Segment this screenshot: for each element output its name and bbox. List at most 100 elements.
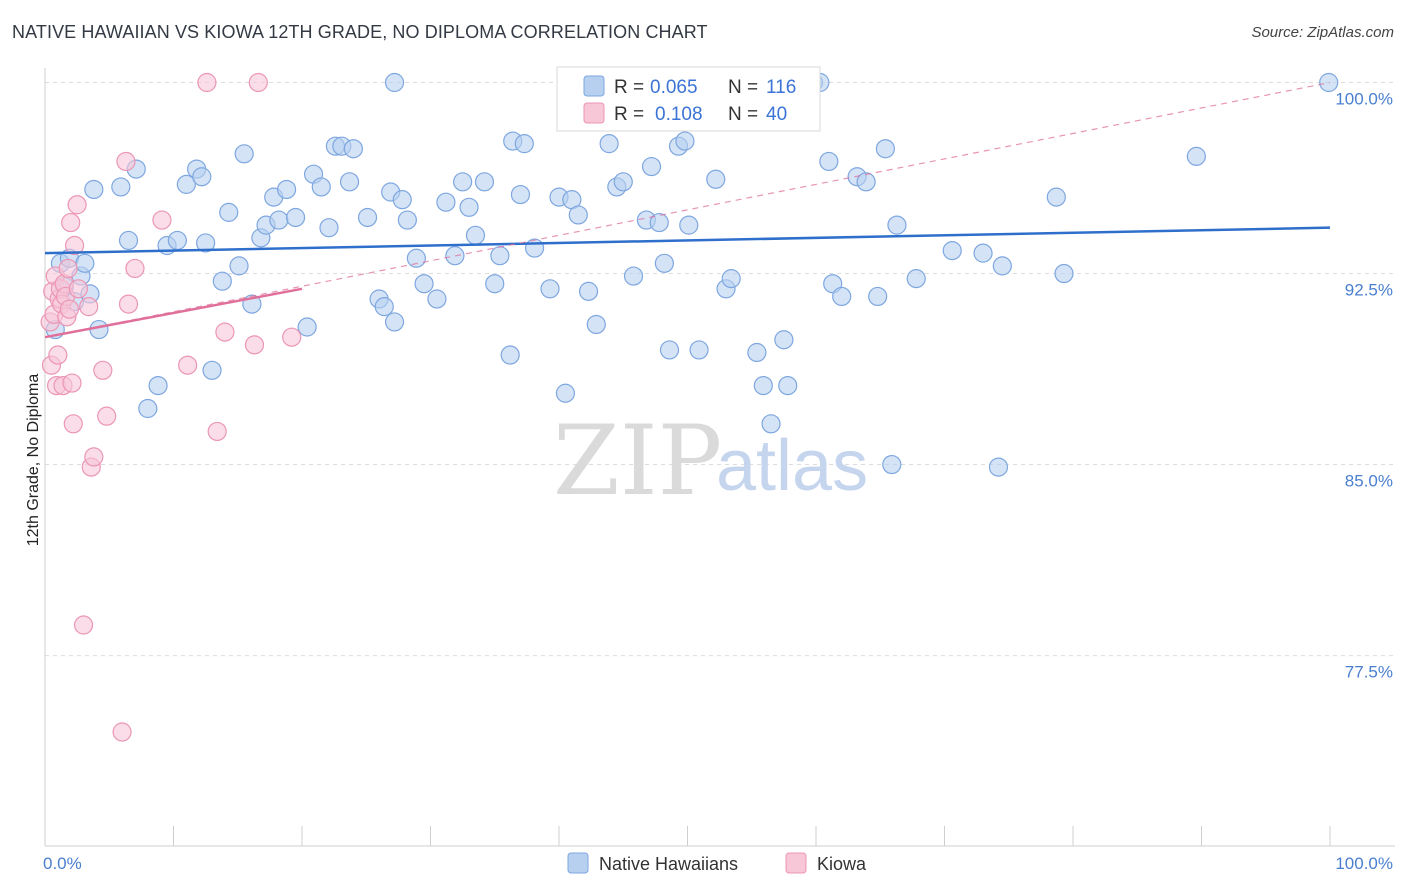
native-hawaiian-point	[679, 215, 699, 235]
native-hawaiian-point	[75, 253, 95, 273]
native-hawaiian-point	[427, 289, 447, 309]
y-tick-label: 77.5%	[1345, 663, 1393, 682]
native-hawaiian-point	[414, 274, 434, 294]
native-hawaiian-point	[706, 169, 726, 189]
kiowa-point	[152, 210, 172, 230]
legend-r-label: R =	[614, 77, 644, 98]
native-hawaiian-point	[721, 269, 741, 289]
legend-swatch-pink	[583, 102, 605, 124]
kiowa-point	[67, 195, 87, 215]
native-hawaiian-trend-line	[44, 226, 1331, 255]
native-hawaiian-point	[586, 314, 606, 335]
native-hawaiian-point	[540, 279, 560, 299]
native-hawaiian-point	[384, 72, 405, 93]
native-hawaiian-point	[1046, 187, 1066, 207]
kiowa-point	[112, 722, 132, 742]
native-hawaiian-point	[510, 184, 531, 205]
native-hawaiian-point	[384, 312, 405, 332]
native-hawaiian-point	[906, 269, 926, 289]
native-hawaiian-point	[485, 274, 505, 294]
kiowa-point	[59, 299, 80, 319]
native-hawaiian-point	[875, 139, 895, 159]
native-hawaiian-point	[89, 319, 109, 340]
kiowa-point	[178, 355, 198, 375]
native-hawaiian-point	[445, 246, 465, 266]
legend-r-value: 0.065	[650, 77, 698, 98]
native-hawaiian-point	[357, 207, 378, 228]
native-hawaiian-point	[1186, 146, 1206, 166]
y-tick-label: 100.0%	[1335, 90, 1393, 109]
legend-r-value: 0.108	[655, 104, 703, 125]
kiowa-point	[84, 447, 104, 467]
native-hawaiian-point	[285, 207, 306, 228]
native-hawaiian-point	[819, 151, 839, 172]
native-hawaiian-point	[406, 248, 426, 268]
native-hawaiian-point	[111, 177, 131, 197]
native-hawaiian-point	[613, 172, 633, 192]
native-hawaiian-point	[514, 134, 534, 154]
native-hawaiian-point	[339, 172, 360, 192]
series-swatch-native-hawaiians	[567, 852, 589, 874]
kiowa-point	[63, 414, 83, 434]
kiowa-point	[97, 406, 117, 426]
native-hawaiian-point	[453, 172, 473, 192]
axes	[44, 68, 1395, 847]
native-hawaiian-point	[490, 246, 510, 266]
series-label-native-hawaiians: Native Hawaiians	[599, 854, 738, 874]
kiowa-point	[79, 297, 99, 317]
watermark-zip: ZIP	[553, 405, 722, 517]
native-hawaiian-point	[500, 345, 520, 365]
legend-n-label: N =	[728, 104, 758, 125]
native-hawaiian-point	[84, 179, 104, 200]
kiowa-point	[197, 72, 217, 93]
native-hawaiian-point	[868, 286, 888, 307]
tick-labels: 77.5% 85.0% 92.5% 100.0% 0.0% 100.0%	[43, 90, 1393, 874]
kiowa-point	[282, 327, 302, 347]
native-hawaiian-point	[641, 156, 662, 177]
native-hawaiian-point	[1054, 263, 1074, 284]
series-swatch-kiowa	[785, 852, 807, 874]
native-hawaiian-point	[148, 375, 168, 396]
native-hawaiian-point	[269, 210, 289, 230]
kiowa-point	[68, 279, 89, 299]
native-hawaiian-point	[882, 454, 902, 475]
legend-n-value: 40	[766, 104, 787, 125]
native-hawaiian-point	[675, 131, 695, 151]
kiowa-point	[64, 235, 85, 256]
native-hawaiian-point	[297, 317, 317, 337]
y-tick-label: 92.5%	[1345, 281, 1393, 300]
native-hawaiian-point	[992, 256, 1012, 276]
native-hawaiian-point	[761, 414, 781, 434]
native-hawaiian-point	[774, 330, 794, 350]
native-hawaiian-point	[1319, 72, 1339, 93]
legend-swatch-blue	[583, 75, 605, 97]
legend-n-value: 116	[766, 77, 796, 98]
native-hawaiian-point	[747, 342, 767, 363]
native-hawaiian-point	[887, 215, 907, 235]
native-hawaiian-point	[276, 179, 297, 200]
native-hawaiian-point	[988, 457, 1009, 477]
native-hawaiian-point	[459, 197, 479, 217]
kiowa-point	[248, 72, 268, 93]
native-hawaiian-point	[689, 340, 709, 360]
native-hawaiian-point	[212, 271, 232, 291]
chart-title: NATIVE HAWAIIAN VS KIOWA 12TH GRADE, NO …	[12, 22, 708, 42]
native-hawaiian-point	[192, 167, 212, 187]
series-label-kiowa: Kiowa	[817, 854, 867, 874]
native-hawaiian-point	[654, 253, 674, 273]
native-hawaiian-point	[578, 281, 599, 301]
kiowa-point	[61, 212, 81, 233]
x-tick-label: 100.0%	[1335, 854, 1393, 873]
kiowa-point	[116, 151, 136, 172]
kiowa-point	[244, 335, 265, 355]
kiowa-trend-extension	[44, 81, 1331, 338]
native-hawaiian-point	[973, 243, 993, 263]
native-hawaiian-point	[176, 174, 196, 194]
chart-source: Source: ZipAtlas.com	[1251, 24, 1394, 41]
native-hawaiian-point	[311, 177, 331, 197]
native-hawaiian-point	[219, 202, 239, 222]
watermark: ZIP atlas	[553, 405, 868, 517]
x-tick-label: 0.0%	[43, 854, 82, 873]
native-hawaiian-point	[196, 233, 216, 253]
